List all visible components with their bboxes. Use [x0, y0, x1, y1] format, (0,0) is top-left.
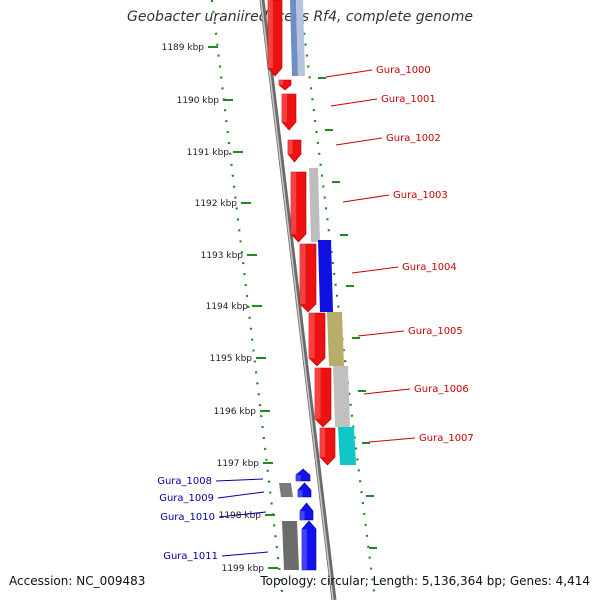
backbone-layer — [259, 0, 337, 600]
feature-block — [290, 0, 298, 76]
feature-block — [338, 427, 356, 465]
scale-tick-label: 1190 kbp — [177, 96, 220, 106]
feature-block — [309, 168, 320, 242]
gene-arrow-shade — [320, 428, 326, 457]
gene-label-leader — [218, 511, 267, 518]
scale-tick-label: 1197 kbp — [217, 459, 260, 469]
gene-arrow-shade — [288, 140, 293, 154]
gene-arrow-shade — [309, 313, 315, 358]
gene-label-leader — [335, 137, 383, 146]
gene-label-leader — [330, 98, 378, 107]
label-layer: Gura_1000 Gura_1001 Gura_1002 Gura_1003 Gura… — [157, 65, 474, 562]
feature-block — [279, 483, 293, 497]
gene-arrow-shade — [268, 0, 273, 68]
feature-layer — [279, 0, 356, 570]
feature-block — [333, 366, 350, 427]
scale-inner-dotted-line — [298, 0, 377, 600]
gene-label-leader — [215, 478, 264, 482]
scale-layer: 1189 kbp 1190 kbp 1191 kbp 1192 kbp 1193 kbp… — [162, 0, 377, 600]
gene-label[interactable]: Gura_1004 — [402, 262, 457, 273]
gene-label[interactable]: Gura_1008 — [157, 476, 212, 487]
gene-label-leader — [351, 266, 399, 274]
gene-label-leader — [217, 491, 265, 499]
gene-label[interactable]: Gura_1010 — [160, 512, 215, 523]
gene-label-leader — [342, 194, 390, 203]
gene-label-leader — [221, 551, 269, 557]
sequence-backbone-highlight — [260, 0, 334, 600]
gene-label[interactable]: Gura_1009 — [159, 493, 214, 504]
gene-arrow-shade — [302, 529, 307, 570]
gene-arrow-shade — [315, 368, 321, 419]
scale-tick-label: 1194 kbp — [206, 302, 249, 312]
gene-label[interactable]: Gura_1006 — [414, 384, 469, 395]
scale-tick-label: 1199 kbp — [222, 564, 265, 574]
feature-block — [296, 0, 305, 76]
gene-label[interactable]: Gura_1002 — [386, 133, 441, 144]
gene-label-leader — [363, 388, 411, 395]
gene-label[interactable]: Gura_1011 — [163, 551, 218, 562]
gene-label-leader — [368, 437, 416, 443]
scale-tick-label: 1195 kbp — [210, 354, 253, 364]
gene-label[interactable]: Gura_1001 — [381, 94, 436, 105]
feature-block — [282, 521, 299, 570]
scale-tick-label: 1189 kbp — [162, 43, 205, 53]
gene-label-leader — [357, 330, 405, 337]
gene-layer — [267, 0, 336, 571]
feature-block — [318, 240, 333, 312]
scale-tick-label: 1196 kbp — [214, 407, 257, 417]
accession-text: Accession: NC_009483 — [9, 574, 146, 588]
gene-arrow-shade — [300, 244, 306, 304]
feature-block — [327, 312, 344, 366]
gene-label-leader — [325, 69, 373, 78]
scale-tick-label: 1198 kbp — [219, 511, 262, 521]
gene-arrow-shade — [300, 511, 305, 520]
gene-label[interactable]: Gura_1007 — [419, 433, 474, 444]
scale-tick-label: 1193 kbp — [201, 251, 244, 261]
gene-label[interactable]: Gura_1000 — [376, 65, 431, 76]
gene-arrow-shade — [298, 490, 303, 497]
gene-arrow-shade — [291, 172, 297, 234]
genome-summary-text: Topology: circular; Length: 5,136,364 bp… — [260, 574, 590, 588]
gene-arrow-shade — [296, 475, 301, 481]
gene-label[interactable]: Gura_1003 — [393, 190, 448, 201]
gene-arrow-shade — [279, 80, 284, 85]
scale-tick-label: 1191 kbp — [187, 148, 230, 158]
gene-label[interactable]: Gura_1005 — [408, 326, 463, 337]
sequence-backbone — [259, 0, 337, 600]
gene-arrow-shade — [282, 94, 287, 122]
scale-tick-label: 1192 kbp — [195, 199, 238, 209]
